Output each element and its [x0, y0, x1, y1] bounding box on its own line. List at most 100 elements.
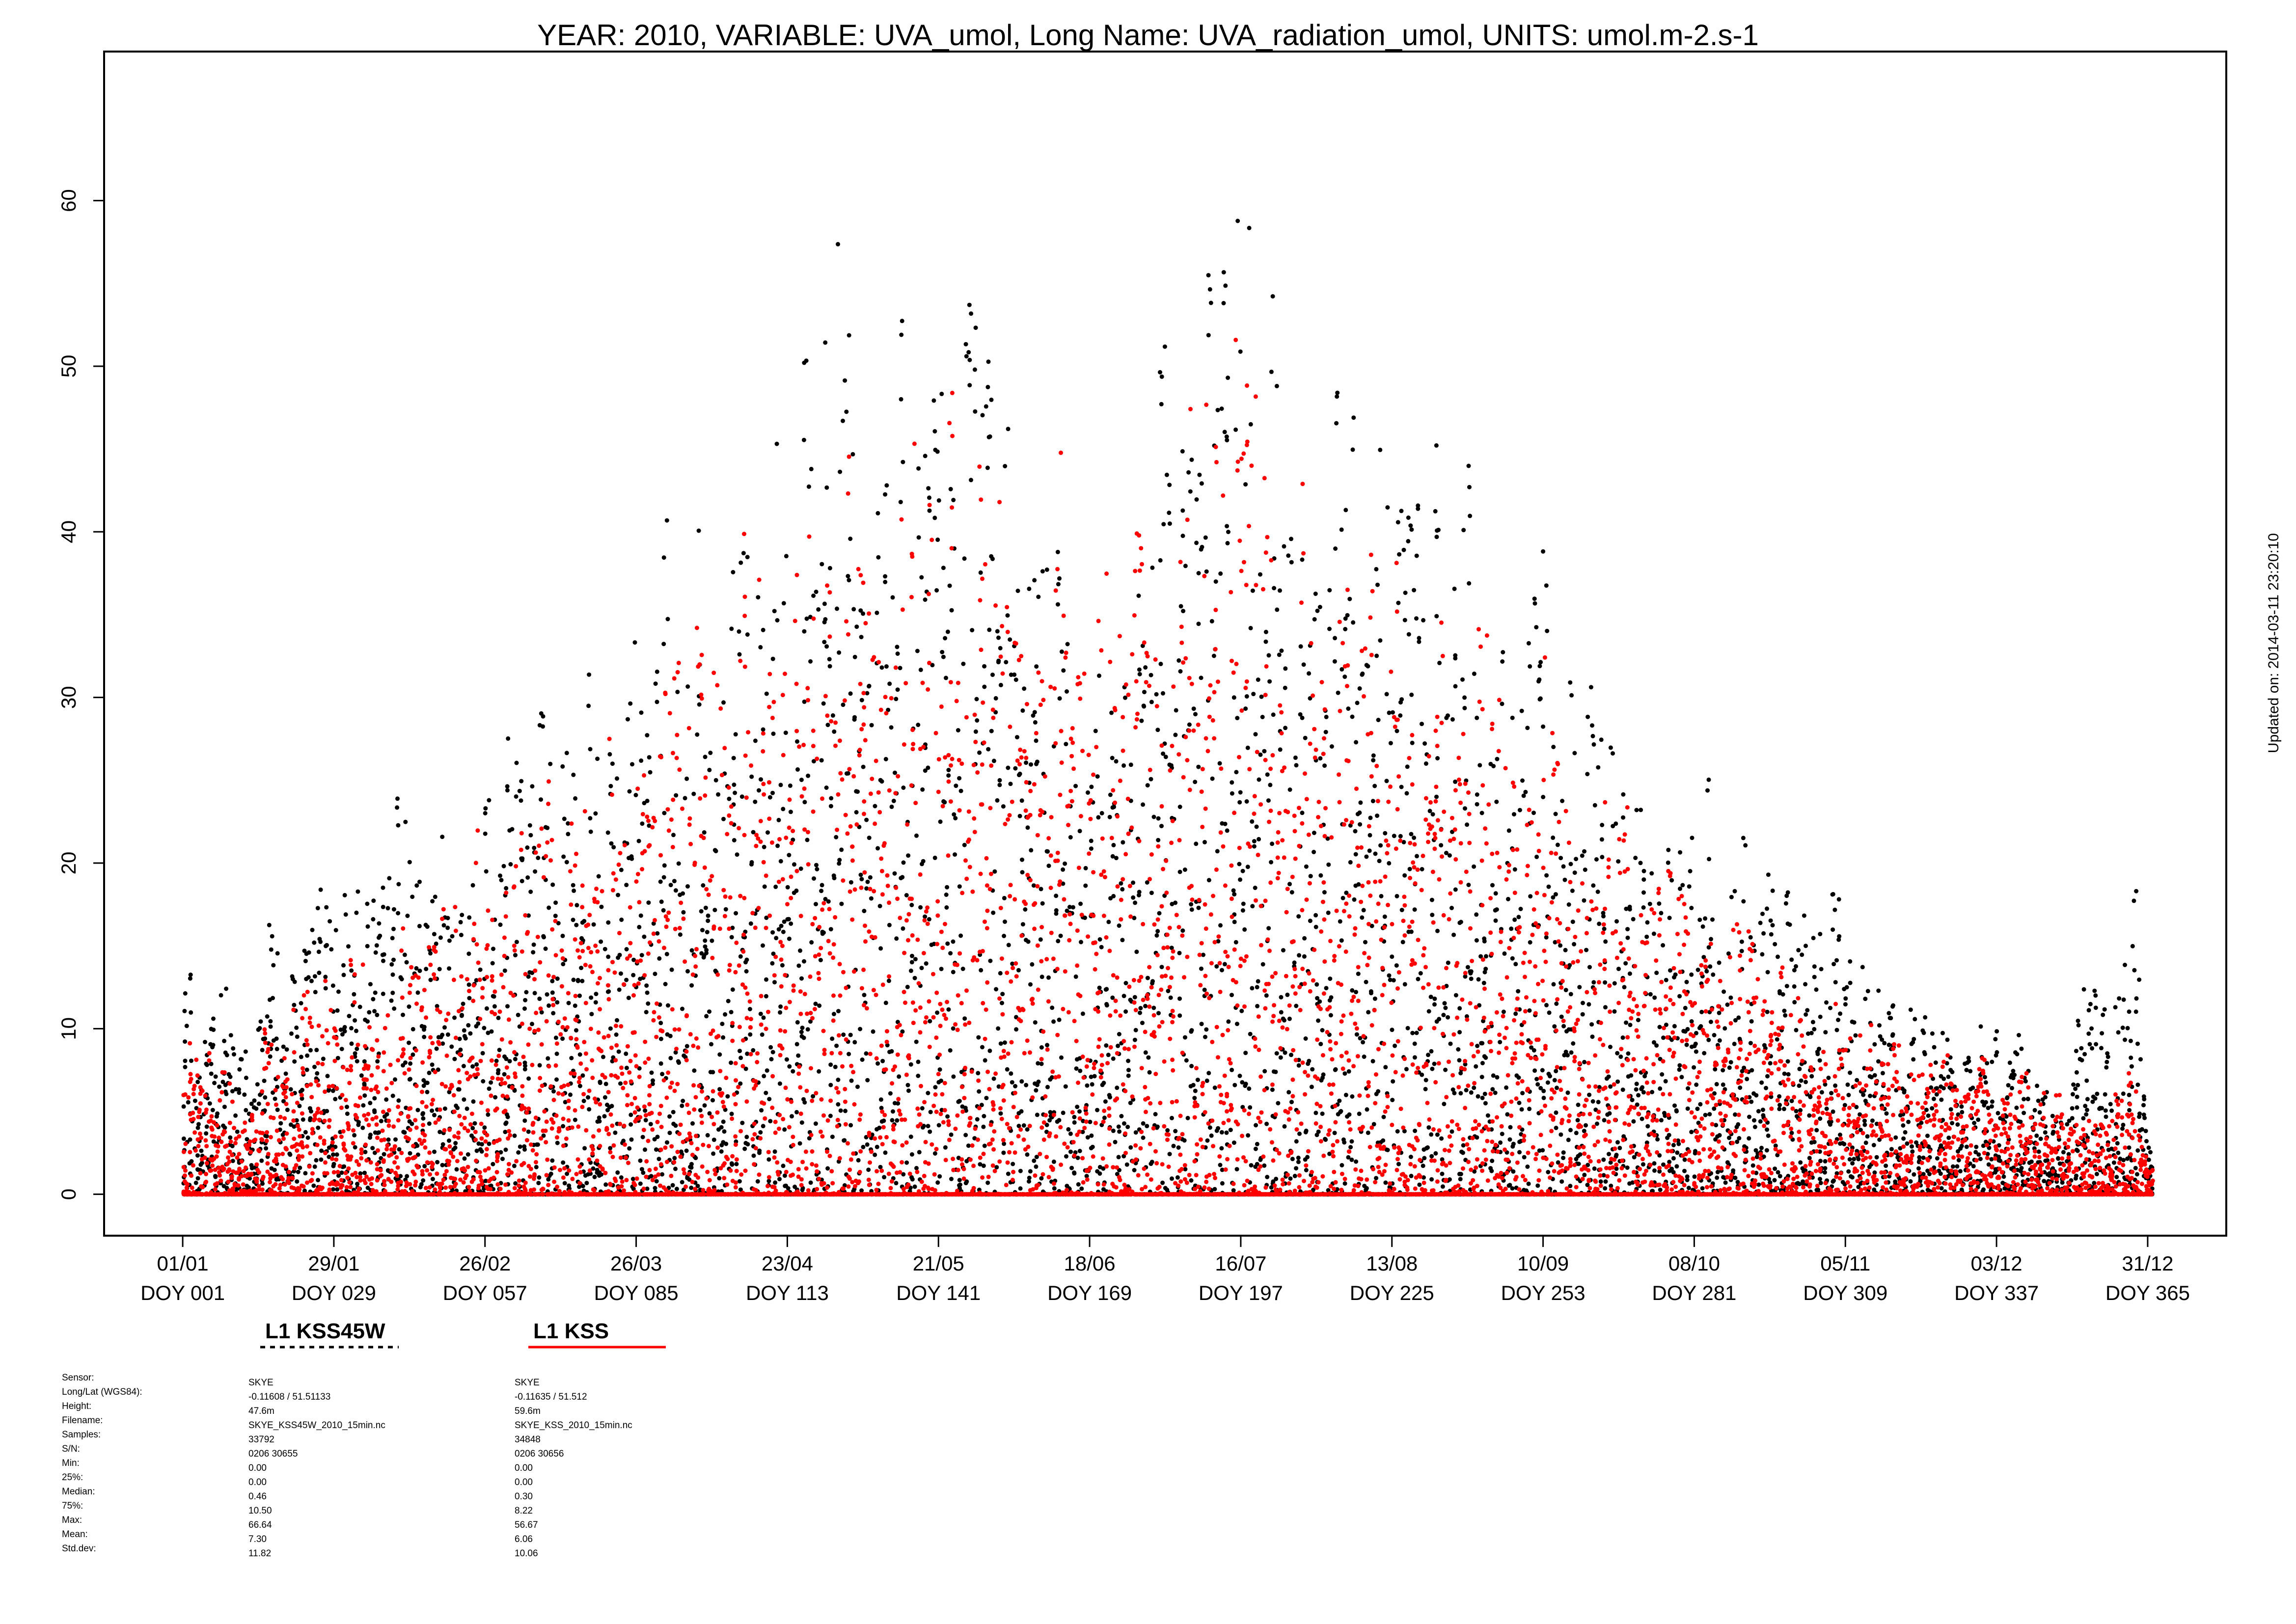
l1-kss45w-point	[222, 1105, 227, 1110]
l1-kss45w-point	[543, 947, 548, 951]
l1-kss45w-point	[684, 1148, 689, 1153]
l1-kss45w-point	[864, 817, 869, 822]
l1-kss45w-point	[528, 833, 533, 838]
l1-kss45w-point	[1321, 1072, 1326, 1077]
l1-kss45w-point	[680, 1180, 684, 1185]
l1-kss45w-point	[1119, 1114, 1124, 1118]
l1-kss45w-point	[719, 1149, 724, 1154]
l1-kss45w-point	[203, 1040, 207, 1044]
l1-kss45w-point	[847, 1052, 851, 1056]
l1-kss45w-point	[706, 919, 711, 923]
l1-kss45w-point	[1403, 591, 1408, 595]
l1-kss45w-point	[1204, 569, 1209, 574]
l1-kss45w-point	[802, 800, 807, 805]
l1-kss45w-point	[271, 996, 275, 1001]
l1-kss45w-point	[483, 831, 488, 836]
l1-kss45w-point	[1269, 860, 1274, 865]
l1-kss45w-point	[943, 1145, 948, 1150]
l1-kss45w-point	[889, 725, 894, 730]
l1-kss45w-point	[743, 960, 748, 965]
l1-kss45w-point	[1186, 470, 1191, 475]
l1-kss45w-point	[749, 774, 754, 779]
l1-kss45w-point	[1446, 713, 1450, 718]
l1-kss45w-point	[1423, 1086, 1428, 1091]
l1-kss45w-point	[864, 1051, 869, 1056]
l1-kss45w-point	[781, 601, 786, 606]
l1-kss45w-point	[512, 1133, 517, 1138]
l1-kss45w-point	[1196, 764, 1201, 769]
l1-kss45w-point	[721, 1119, 726, 1124]
l1-kss45w-point	[906, 853, 911, 858]
l1-kss45w-point	[703, 905, 708, 910]
l1-kss45w-point	[642, 934, 647, 939]
l1-kss45w-point	[545, 825, 550, 830]
l1-kss45w-point	[311, 1183, 316, 1188]
l1-kss45w-point	[1449, 1129, 1454, 1134]
l1-kss45w-point	[953, 816, 958, 821]
l1-kss45w-point	[410, 894, 415, 899]
l1-kss45w-point	[1283, 666, 1288, 671]
l1-kss45w-point	[1136, 594, 1141, 598]
l1-kss45w-point	[777, 1177, 782, 1182]
l1-kss45w-point	[605, 989, 610, 994]
l1-kss45w-point	[360, 1125, 365, 1130]
l1-kss45w-point	[1430, 812, 1435, 817]
l1-kss45w-point	[743, 1140, 748, 1145]
l1-kss45w-point	[233, 1113, 238, 1118]
l1-kss45w-point	[969, 478, 973, 483]
l1-kss45w-point	[756, 595, 761, 600]
l1-kss45w-point	[1104, 987, 1109, 992]
l1-kss45w-point	[1462, 695, 1467, 700]
l1-kss45w-point	[984, 404, 988, 409]
l1-kss45w-point	[1239, 1008, 1244, 1013]
l1-kss45w-point	[1025, 825, 1030, 830]
l1-kss45w-point	[1256, 677, 1260, 682]
l1-kss45w-point	[1233, 940, 1238, 945]
l1-kss45w-point	[1368, 989, 1373, 994]
l1-kss45w-point	[926, 1124, 930, 1129]
l1-kss45w-point	[738, 1056, 743, 1060]
l1-kss45w-point	[188, 1137, 192, 1142]
l1-kss45w-point	[683, 796, 687, 801]
l1-kss45w-point	[830, 713, 835, 718]
l1-kss45w-point	[1056, 939, 1061, 944]
l1-kss45w-point	[606, 954, 611, 959]
l1-kss45w-point	[1226, 376, 1230, 380]
l1-kss45w-point	[461, 1064, 466, 1068]
l1-kss45w-point	[1156, 816, 1161, 821]
l1-kss45w-point	[1428, 995, 1433, 1000]
l1-kss45w-point	[1191, 1083, 1196, 1087]
l1-kss45w-point	[866, 1167, 871, 1172]
l1-kss45w-point	[979, 968, 984, 973]
l1-kss45w-point	[299, 1001, 303, 1005]
l1-kss45w-point	[769, 1057, 774, 1061]
l1-kss45w-point	[802, 629, 807, 634]
l1-kss45w-point	[1243, 482, 1248, 487]
l1-kss45w-point	[867, 683, 872, 688]
l1-kss45w-point	[1199, 966, 1203, 971]
l1-kss45w-point	[939, 391, 944, 396]
l1-kss45w-point	[526, 913, 531, 918]
l1-kss45w-point	[1510, 1144, 1515, 1149]
l1-kss45w-point	[796, 1053, 801, 1058]
l1-kss45w-point	[1131, 880, 1136, 885]
l1-kss45w-point	[1106, 920, 1111, 924]
l1-kss45w-point	[335, 1187, 340, 1192]
l1-kss45w-point	[770, 1050, 775, 1055]
l1-kss45w-point	[459, 1013, 464, 1018]
l1-kss45w-point	[704, 1014, 709, 1019]
l1-kss45w-point	[296, 1169, 301, 1174]
l1-kss45w-point	[1434, 535, 1439, 540]
l1-kss45w-point	[658, 1061, 663, 1066]
l1-kss45w-point	[1194, 497, 1199, 502]
l1-kss45w-point	[1173, 732, 1178, 737]
l1-kss45w-point	[1327, 588, 1332, 593]
l1-kss45w-point	[710, 938, 714, 943]
l1-kss45w-point	[916, 723, 921, 727]
l1-kss45w-point	[1349, 1157, 1354, 1162]
l1-kss45w-point	[1232, 920, 1237, 924]
l1-kss45w-point	[452, 1015, 457, 1020]
l1-kss45w-point	[770, 790, 775, 795]
l1-kss45w-point	[648, 1122, 653, 1127]
l1-kss45w-point	[936, 1123, 941, 1128]
